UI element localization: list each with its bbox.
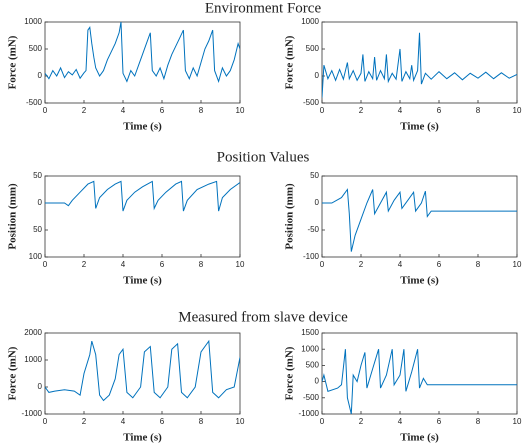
x-tick-label: 2: [82, 417, 87, 426]
y-axis-label: Position (mm): [284, 183, 296, 250]
x-tick-label: 6: [160, 106, 165, 115]
x-tick-label: 4: [121, 106, 126, 115]
y-tick-label: 100: [29, 252, 43, 261]
y-tick-label: 1000: [24, 355, 42, 364]
x-axis-label: Time (s): [400, 121, 439, 133]
y-tick-label: -500: [303, 98, 320, 107]
x-tick-label: 8: [199, 417, 204, 426]
y-tick-label: 0: [38, 71, 43, 80]
x-tick-label: 6: [160, 417, 165, 426]
x-tick-label: 0: [43, 106, 48, 115]
plot-area: [321, 175, 518, 258]
x-axis-label: Time (s): [123, 275, 162, 287]
y-tick-label: 500: [306, 361, 320, 370]
y-tick-label: 1000: [24, 17, 42, 26]
y-tick-label: 500: [306, 44, 320, 53]
y-tick-label: 1000: [301, 17, 319, 26]
x-tick-label: 2: [82, 106, 87, 115]
x-tick-label: 10: [236, 417, 245, 426]
data-line: [45, 180, 240, 212]
plot-area: [44, 175, 241, 258]
x-axis-label: Time (s): [123, 121, 162, 133]
x-tick-label: 4: [121, 260, 126, 269]
x-tick-label: 0: [320, 417, 325, 426]
y-tick-label: -100: [303, 252, 320, 261]
y-tick-label: 0: [315, 198, 320, 207]
x-tick-label: 4: [398, 260, 403, 269]
y-tick-label: -500: [26, 98, 43, 107]
x-tick-label: 10: [513, 417, 522, 426]
section-title: Environment Force: [205, 0, 322, 16]
y-tick-label: -1000: [299, 409, 320, 418]
data-line: [322, 349, 517, 414]
data-line: [322, 188, 517, 252]
x-axis-label: Time (s): [400, 432, 439, 444]
data-line: [45, 339, 240, 402]
x-tick-label: 4: [121, 417, 126, 426]
y-tick-label: 50: [33, 171, 42, 180]
x-tick-label: 4: [398, 106, 403, 115]
x-tick-label: 0: [320, 260, 325, 269]
section-title: Position Values: [217, 149, 310, 165]
x-tick-label: 10: [513, 260, 522, 269]
x-tick-label: 0: [320, 106, 325, 115]
x-tick-label: 10: [236, 106, 245, 115]
y-tick-label: 1000: [301, 344, 319, 353]
y-tick-label: 2000: [24, 328, 42, 337]
section-title: Measured from slave device: [178, 309, 348, 325]
y-tick-label: 1500: [301, 328, 319, 337]
x-tick-label: 2: [359, 417, 364, 426]
y-axis-label: Force (mN): [7, 346, 19, 400]
y-tick-label: -500: [303, 393, 320, 402]
y-tick-label: 0: [315, 71, 320, 80]
x-tick-label: 10: [236, 260, 245, 269]
x-tick-label: 2: [359, 106, 364, 115]
x-tick-label: 2: [359, 260, 364, 269]
data-line: [322, 32, 517, 98]
y-tick-label: -50: [307, 225, 319, 234]
x-tick-label: 0: [43, 417, 48, 426]
y-tick-label: 500: [29, 44, 43, 53]
y-axis-label: Force (mN): [284, 346, 296, 400]
y-axis-label: Force (mN): [284, 35, 296, 89]
x-axis-label: Time (s): [400, 275, 439, 287]
x-tick-label: 6: [160, 260, 165, 269]
y-axis-label: Position (mm): [7, 183, 19, 250]
x-tick-label: 6: [437, 417, 442, 426]
x-tick-label: 2: [82, 260, 87, 269]
plot-area: [44, 21, 241, 104]
y-tick-label: 0: [38, 198, 43, 207]
x-tick-label: 10: [513, 106, 522, 115]
data-line: [45, 22, 240, 84]
x-tick-label: 8: [199, 106, 204, 115]
y-tick-label: 50: [310, 171, 319, 180]
x-tick-label: 8: [476, 106, 481, 115]
x-tick-label: 4: [398, 417, 403, 426]
x-tick-label: 0: [43, 260, 48, 269]
y-tick-label: -1000: [22, 409, 43, 418]
x-tick-label: 6: [437, 106, 442, 115]
x-tick-label: 8: [199, 260, 204, 269]
y-axis-label: Force (mN): [7, 35, 19, 89]
plot-area: [321, 332, 518, 415]
x-axis-label: Time (s): [123, 432, 162, 444]
y-tick-label: 0: [38, 382, 43, 391]
x-tick-label: 6: [437, 260, 442, 269]
x-tick-label: 8: [476, 260, 481, 269]
y-tick-label: 0: [315, 377, 320, 386]
y-tick-label: 50: [33, 225, 42, 234]
x-tick-label: 8: [476, 417, 481, 426]
